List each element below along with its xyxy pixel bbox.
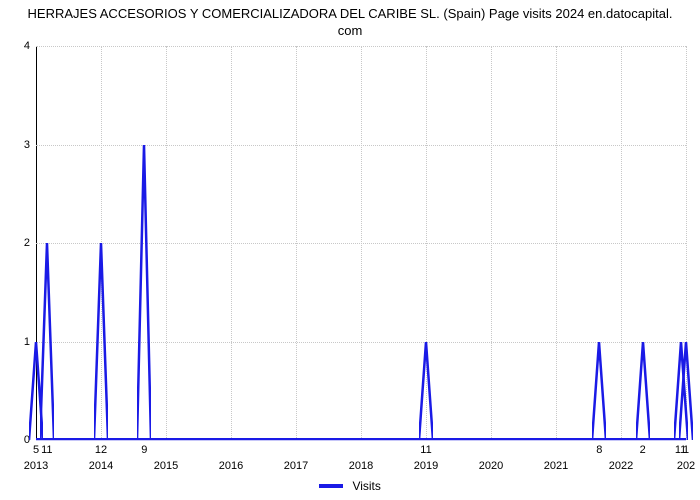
- data-point-label: 1: [683, 444, 689, 456]
- data-spike: [137, 145, 151, 441]
- gridline-vertical: [231, 46, 232, 440]
- x-tick-label: 2021: [544, 460, 568, 472]
- x-tick-label: 2018: [349, 460, 373, 472]
- data-point-label: 5: [33, 444, 39, 456]
- data-point-label: 9: [141, 444, 147, 456]
- data-point-label: 11: [420, 444, 431, 456]
- y-tick-label: 2: [24, 237, 30, 249]
- legend-swatch: [319, 484, 343, 488]
- gridline-vertical: [556, 46, 557, 440]
- baseline: [36, 438, 686, 441]
- x-tick-label: 2020: [479, 460, 503, 472]
- x-tick-label: 2013: [24, 460, 48, 472]
- x-tick-label: 2017: [284, 460, 308, 472]
- data-spike: [419, 342, 433, 441]
- data-spike: [636, 342, 650, 441]
- legend: Visits: [0, 478, 700, 493]
- x-tick-label: 2016: [219, 460, 243, 472]
- data-point-label: 12: [95, 444, 107, 456]
- data-point-label: 8: [596, 444, 602, 456]
- x-tick-label: 2019: [414, 460, 438, 472]
- gridline-vertical: [296, 46, 297, 440]
- gridline-vertical: [166, 46, 167, 440]
- gridline-vertical: [491, 46, 492, 440]
- plot-area: 0123420132014201520162017201820192020202…: [36, 46, 686, 440]
- y-tick-label: 4: [24, 40, 30, 52]
- data-point-label: 2: [640, 444, 646, 456]
- chart-title: HERRAJES ACCESORIOS Y COMERCIALIZADORA D…: [0, 6, 700, 40]
- legend-label: Visits: [352, 479, 380, 493]
- chart-title-line2: com: [338, 23, 363, 38]
- chart-container: HERRAJES ACCESORIOS Y COMERCIALIZADORA D…: [0, 0, 700, 500]
- data-point-label: 11: [41, 444, 52, 456]
- data-spike: [94, 243, 108, 440]
- gridline-vertical: [621, 46, 622, 440]
- y-tick-label: 3: [24, 139, 30, 151]
- data-spike: [679, 342, 693, 441]
- gridline-vertical: [361, 46, 362, 440]
- chart-title-line1: HERRAJES ACCESORIOS Y COMERCIALIZADORA D…: [28, 6, 673, 21]
- data-spike: [592, 342, 606, 441]
- x-tick-label: 2015: [154, 460, 178, 472]
- x-tick-label: 202: [677, 460, 695, 472]
- x-tick-label: 2014: [89, 460, 113, 472]
- data-spike: [40, 243, 54, 440]
- x-tick-label: 2022: [609, 460, 633, 472]
